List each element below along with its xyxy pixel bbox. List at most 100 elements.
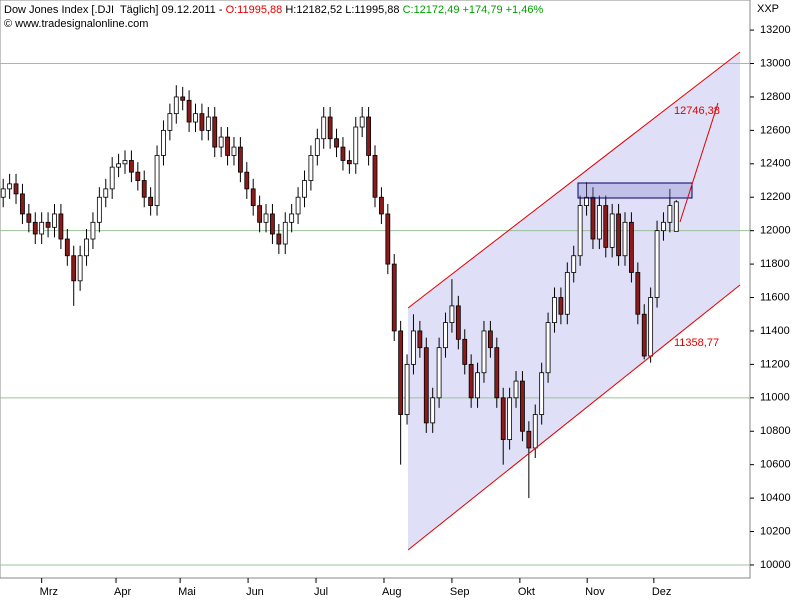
candle-body: [520, 380, 525, 432]
candle-body: [353, 126, 359, 165]
y-tick-label: 12000: [760, 225, 791, 237]
candle-body: [39, 221, 45, 235]
candle-body: [135, 171, 141, 181]
candle-body: [629, 221, 634, 273]
candle-body: [641, 313, 647, 357]
candle-body: [148, 196, 154, 206]
resistance-box: [577, 182, 693, 199]
x-tick-label: Sep: [450, 586, 470, 598]
y-tick-label: 12400: [760, 158, 791, 170]
candle-body: [116, 163, 121, 168]
candle-body: [167, 113, 173, 131]
candle-body: [449, 305, 455, 323]
candle-body: [609, 213, 615, 248]
axis-label: XXP: [757, 3, 779, 15]
candle-body: [180, 96, 186, 101]
candle-body: [20, 193, 25, 215]
y-tick-label: 10800: [760, 425, 791, 437]
candle-body: [468, 363, 474, 399]
y-tick-label: 12200: [760, 191, 791, 203]
candle-body: [539, 372, 545, 415]
candle-body: [487, 330, 493, 349]
candle-body: [500, 397, 506, 441]
candle-body: [32, 221, 38, 235]
candle-body: [7, 183, 13, 190]
x-tick-label: Dez: [652, 586, 672, 598]
candle-body: [596, 205, 602, 240]
candle-body: [571, 255, 577, 273]
trend-channel: [408, 52, 740, 550]
y-tick-label: 11400: [760, 325, 790, 337]
candles: [0, 85, 679, 499]
candle-body: [340, 146, 346, 161]
candle-body: [635, 272, 641, 315]
candle-body: [616, 213, 621, 257]
instrument: Dow Jones Index [.DJI Täglich] 09.12.201…: [4, 4, 223, 16]
candle-body: [545, 322, 551, 374]
y-tick-label: 13200: [760, 24, 791, 36]
candle-body: [532, 414, 538, 449]
y-tick-label: 10600: [760, 459, 791, 471]
candle-body: [45, 221, 51, 228]
header: Dow Jones Index [.DJI Täglich] 09.12.201…: [4, 3, 543, 31]
candle-body: [577, 205, 583, 257]
candle-body: [218, 136, 224, 148]
x-tick-label: Okt: [518, 586, 535, 598]
candle-body: [430, 397, 436, 424]
candle-body: [0, 188, 6, 198]
candle-body: [564, 272, 570, 315]
candle-body: [404, 363, 410, 415]
price-label: 12746,38: [674, 105, 720, 117]
candle-body: [231, 146, 237, 156]
candle-body: [667, 205, 673, 223]
x-tick-label: Apr: [114, 586, 131, 598]
candle-body: [173, 96, 179, 115]
candle-body: [526, 430, 532, 449]
candle-body: [417, 330, 423, 349]
candle-body: [372, 155, 378, 198]
candle-body: [244, 171, 250, 190]
price-label: 11358,77: [674, 337, 719, 349]
open-value: O:11995,88: [225, 4, 283, 16]
candle-body: [141, 180, 147, 198]
candle-body: [109, 166, 115, 190]
candle-body: [462, 338, 468, 365]
candle-body: [263, 213, 269, 223]
candle-body: [481, 330, 487, 374]
candle-body: [385, 213, 391, 265]
candle-body: [276, 233, 282, 245]
candle-body: [103, 188, 109, 198]
candle-body: [205, 116, 211, 131]
candle-body: [77, 255, 83, 282]
candle-body: [366, 116, 371, 156]
candle-body: [295, 196, 301, 215]
candle-body: [122, 160, 128, 165]
y-tick-label: 13000: [760, 57, 791, 69]
candle-body: [199, 113, 205, 131]
candle-body: [398, 330, 404, 415]
candle-body: [186, 99, 192, 123]
candle-body: [237, 146, 243, 173]
source: © www.tradesignalonline.com: [4, 18, 149, 30]
candle-body: [90, 221, 96, 240]
candle-body: [321, 116, 327, 140]
y-tick-label: 11800: [760, 258, 790, 270]
candle-body: [52, 213, 57, 228]
y-tick-label: 11600: [760, 291, 790, 303]
y-tick-label: 12600: [760, 124, 791, 136]
candle-body: [270, 213, 275, 235]
candle-body: [661, 221, 666, 232]
candle-body: [494, 347, 500, 399]
candle-body: [654, 230, 660, 298]
candle-body: [590, 196, 596, 240]
y-tick-label: 10000: [760, 559, 791, 571]
candle-body: [64, 238, 70, 257]
candle-body: [13, 183, 19, 195]
candle-body: [327, 116, 333, 140]
channel-upper: [407, 51, 741, 309]
x-tick-label: Aug: [382, 586, 402, 598]
candle-body: [58, 213, 64, 240]
candle-body: [96, 196, 102, 223]
